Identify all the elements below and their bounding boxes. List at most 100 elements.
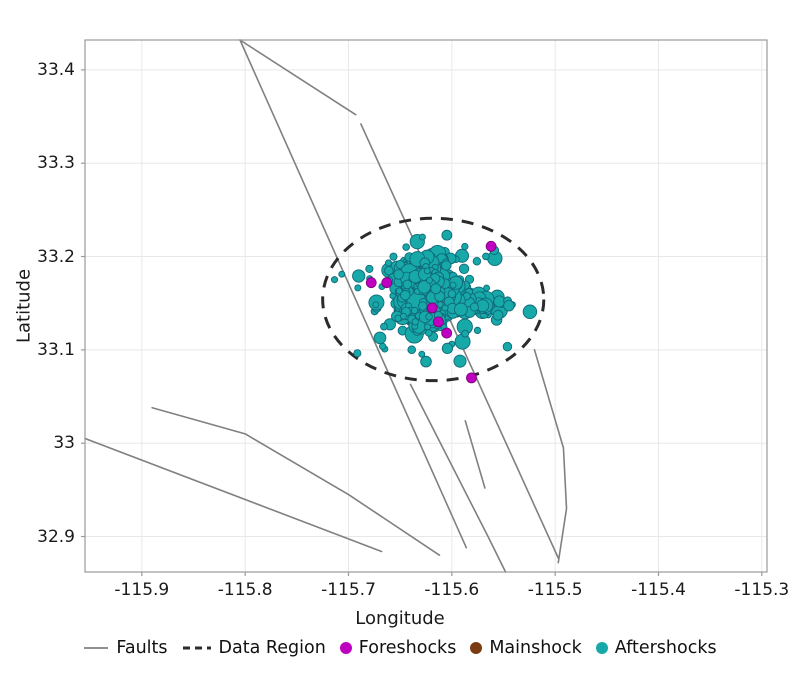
fault-line — [464, 419, 486, 489]
aftershock-marker — [373, 331, 387, 345]
aftershock-marker — [454, 302, 468, 317]
x-tick-label: -115.7 — [321, 580, 376, 600]
aftershock-marker — [389, 252, 398, 261]
foreshock-marker — [466, 372, 477, 384]
aftershock-marker — [418, 350, 426, 358]
x-tick-label: -115.9 — [114, 580, 170, 600]
aftershock-marker — [441, 342, 454, 354]
aftershock-marker — [423, 267, 431, 275]
aftershock-marker — [472, 257, 482, 266]
x-tick-label: -115.5 — [527, 580, 583, 600]
aftershock-marker — [522, 304, 538, 320]
aftershock-marker — [418, 233, 426, 241]
foreshock-marker — [426, 302, 438, 314]
aftershock-marker — [402, 279, 413, 290]
legend-label: Data Region — [218, 638, 326, 658]
y-tick-label: 33.1 — [37, 339, 75, 360]
aftershock-marker — [380, 322, 388, 331]
aftershock-marker — [469, 302, 479, 312]
aftershock-marker — [399, 289, 411, 301]
aftershock-marker — [458, 263, 470, 274]
aftershock-marker — [441, 304, 449, 312]
aftershock-marker — [330, 276, 339, 284]
legend-marker-dot — [470, 642, 483, 654]
x-tick-label: -115.3 — [734, 580, 790, 600]
x-axis-label: Longitude — [355, 608, 445, 629]
aftershock-marker — [352, 269, 366, 283]
aftershock-marker — [365, 264, 374, 273]
solid-line-icon — [84, 647, 109, 649]
aftershock-marker — [502, 341, 513, 352]
aftershock-marker — [424, 323, 431, 331]
aftershock-marker — [430, 283, 442, 295]
foreshock-points — [365, 240, 497, 384]
aftershock-marker — [411, 318, 419, 326]
foreshock-marker — [365, 277, 377, 289]
aftershock-marker — [402, 243, 410, 251]
data-region-ellipse — [321, 216, 546, 383]
aftershock-marker — [338, 270, 346, 278]
aftershock-marker — [425, 312, 433, 321]
legend-marker-dot — [595, 642, 608, 654]
aftershock-marker — [449, 281, 457, 289]
aftershock-marker — [400, 312, 407, 320]
legend-item[interactable]: Foreshocks — [339, 638, 457, 658]
aftershock-marker — [353, 349, 362, 358]
aftershock-marker — [473, 326, 482, 335]
legend-label: Faults — [116, 638, 168, 658]
aftershock-marker — [420, 355, 432, 368]
y-tick-label: 33.2 — [37, 246, 75, 267]
tick-marks — [81, 69, 763, 576]
aftershock-marker — [354, 284, 362, 292]
legend-label: Foreshocks — [358, 638, 457, 658]
foreshock-marker — [432, 316, 444, 328]
x-tick-label: -115.8 — [217, 580, 273, 600]
legend-marker-dot — [339, 642, 352, 654]
aftershock-marker — [418, 301, 428, 311]
fault-lines — [84, 39, 568, 573]
y-tick-label: 32.9 — [37, 526, 75, 547]
aftershock-marker — [407, 345, 417, 355]
foreshock-marker — [441, 327, 453, 339]
legend-item[interactable]: Faults — [83, 638, 168, 658]
aftershock-marker — [441, 260, 452, 271]
legend-item[interactable]: Mainshock — [470, 638, 582, 658]
legend-item[interactable]: Data Region — [182, 638, 326, 658]
fault-line — [409, 383, 507, 573]
aftershock-marker — [461, 329, 470, 338]
aftershock-marker — [410, 306, 419, 315]
aftershock-marker — [426, 276, 433, 284]
fault-line — [533, 349, 568, 564]
x-tick-label: -115.6 — [424, 580, 480, 600]
y-tick-label: 33.3 — [37, 153, 75, 174]
dashed-line-icon — [182, 646, 211, 650]
fault-line — [151, 406, 441, 557]
y-tick-label: 33 — [53, 433, 75, 454]
legend-item[interactable]: Aftershocks — [595, 638, 717, 658]
foreshock-marker — [381, 277, 393, 289]
foreshock-marker — [485, 240, 497, 252]
y-axis-label: Latitude — [13, 268, 35, 344]
y-tick-label: 33.4 — [37, 59, 75, 80]
aftershock-marker — [384, 259, 393, 267]
chart-legend: Faults Data Region Foreshocks Mainshock Afte… — [0, 638, 800, 658]
aftershock-marker — [379, 342, 387, 350]
aftershock-marker — [441, 229, 453, 241]
aftershock-marker — [453, 354, 467, 368]
aftershock-marker — [393, 269, 404, 280]
fault-line — [239, 39, 357, 116]
aftershock-marker — [461, 242, 469, 251]
aftershock-marker — [372, 301, 380, 309]
aftershock-marker — [482, 252, 490, 261]
aftershock-marker — [447, 289, 457, 299]
axes-frame — [84, 39, 768, 573]
legend-label: Mainshock — [489, 638, 582, 658]
aftershock-marker — [492, 309, 504, 321]
x-tick-label: -115.4 — [631, 580, 686, 600]
aftershock-marker — [417, 280, 431, 294]
fault-line — [239, 39, 468, 549]
aftershock-marker — [503, 299, 515, 312]
fault-line — [84, 437, 383, 553]
